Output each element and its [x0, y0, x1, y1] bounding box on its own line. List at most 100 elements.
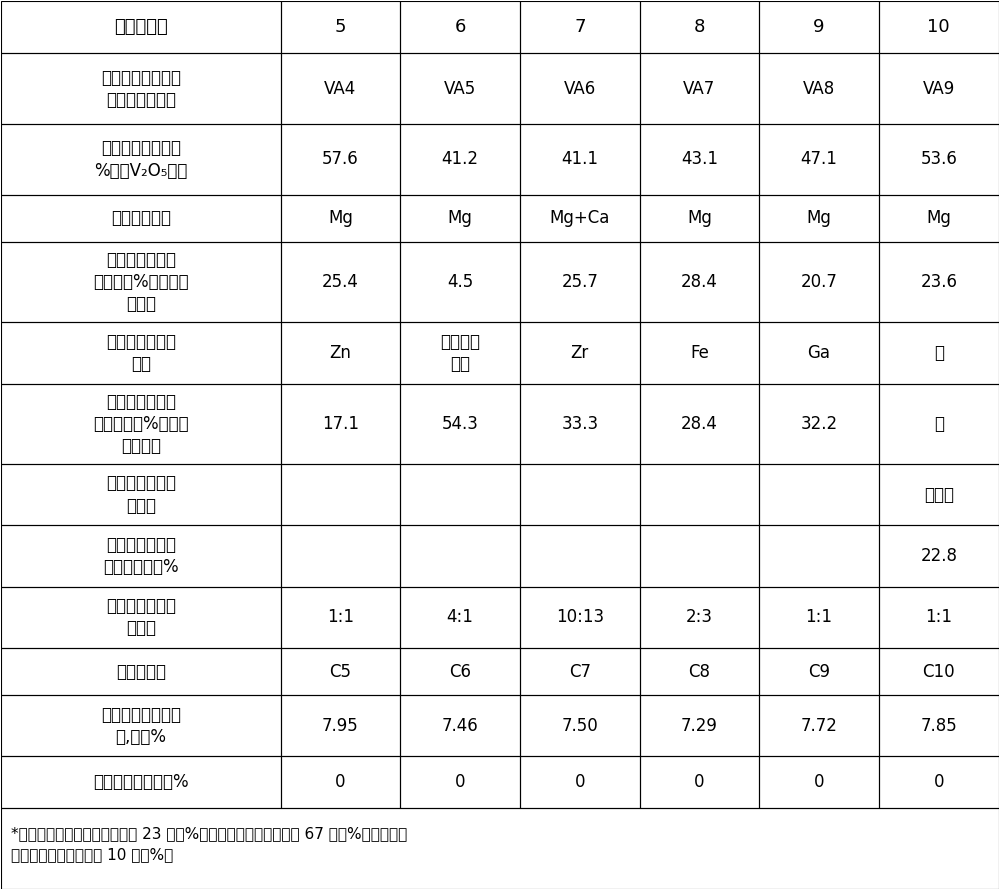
Bar	[400, 464, 520, 525]
Text: 28.4: 28.4	[681, 273, 718, 291]
Bar	[281, 587, 400, 648]
Bar	[879, 384, 999, 464]
Text: Ga: Ga	[808, 344, 831, 362]
Text: 催化剂编号: 催化剂编号	[116, 662, 166, 681]
Bar	[400, 53, 520, 124]
Text: 高岭土: 高岭土	[924, 486, 954, 504]
Text: 8: 8	[694, 19, 705, 36]
Bar	[759, 242, 879, 322]
Text: －: －	[934, 415, 944, 433]
Bar	[1, 464, 281, 525]
Bar	[759, 322, 879, 384]
Bar	[1, 195, 281, 242]
Text: Fe: Fe	[690, 344, 709, 362]
Text: VA4: VA4	[324, 80, 357, 98]
Text: 0: 0	[335, 773, 346, 791]
Bar	[520, 322, 640, 384]
Text: C5: C5	[329, 662, 351, 681]
Bar	[640, 322, 759, 384]
Text: 22.8: 22.8	[920, 546, 957, 565]
Bar	[400, 195, 520, 242]
Bar	[759, 464, 879, 525]
Text: 4.5: 4.5	[447, 273, 473, 291]
Bar	[1, 695, 281, 756]
Text: 7.72: 7.72	[801, 716, 838, 735]
Text: 43.1: 43.1	[681, 150, 718, 168]
Bar	[281, 756, 400, 808]
Bar	[879, 525, 999, 587]
Text: 7.29: 7.29	[681, 716, 718, 735]
Text: C6: C6	[449, 662, 471, 681]
Bar	[520, 464, 640, 525]
Bar	[1, 648, 281, 695]
Text: Mg: Mg	[687, 209, 712, 228]
Text: 33.3: 33.3	[561, 415, 598, 433]
Text: 钒组分含量，重量
%（以V₂O₅计）: 钒组分含量，重量 %（以V₂O₅计）	[94, 140, 188, 180]
Bar	[759, 648, 879, 695]
Text: 7.50: 7.50	[561, 716, 598, 735]
Bar	[1, 587, 281, 648]
Bar	[1, 2, 281, 53]
Text: 实施例编号: 实施例编号	[114, 19, 168, 36]
Bar	[1, 322, 281, 384]
Bar	[400, 384, 520, 464]
Text: 25.4: 25.4	[322, 273, 359, 291]
Bar	[879, 695, 999, 756]
Bar	[759, 195, 879, 242]
Bar	[640, 53, 759, 124]
Bar	[520, 53, 640, 124]
Bar	[759, 695, 879, 756]
Text: 0: 0	[575, 773, 585, 791]
Bar	[640, 124, 759, 195]
Bar	[281, 124, 400, 195]
Bar	[400, 695, 520, 756]
Bar	[1, 242, 281, 322]
Text: 0: 0	[934, 773, 944, 791]
Bar	[1, 756, 281, 808]
Bar	[400, 525, 520, 587]
Text: *其中，氧化铜占稀土氧化物的 23 重量%，氧化铈占稀土氧化物的 67 重量%，其它稀土
氧化物占稀土氧化物的 10 重量%。: *其中，氧化铜占稀土氧化物的 23 重量%，氧化铈占稀土氧化物的 67 重量%，…	[11, 827, 408, 862]
Text: 1:1: 1:1	[806, 608, 833, 627]
Bar	[640, 587, 759, 648]
Bar	[759, 384, 879, 464]
Text: 7.85: 7.85	[920, 716, 957, 735]
Bar	[281, 384, 400, 464]
Bar	[400, 587, 520, 648]
Bar	[759, 756, 879, 808]
Text: 另外的金属组分
含量，重量%（以氧
化物计）: 另外的金属组分 含量，重量%（以氧 化物计）	[93, 392, 189, 455]
Bar	[640, 384, 759, 464]
Bar	[520, 587, 640, 648]
Bar	[1, 808, 999, 888]
Text: VA5: VA5	[444, 80, 476, 98]
Text: 另外的金属组分
种类: 另外的金属组分 种类	[106, 333, 176, 373]
Text: 41.2: 41.2	[442, 150, 479, 168]
Bar	[520, 384, 640, 464]
Text: 20.7: 20.7	[801, 273, 838, 291]
Bar	[281, 2, 400, 53]
Text: 28.4: 28.4	[681, 415, 718, 433]
Bar	[879, 322, 999, 384]
Text: 53.6: 53.6	[920, 150, 957, 168]
Text: C9: C9	[808, 662, 830, 681]
Bar	[1, 525, 281, 587]
Bar	[1, 53, 281, 124]
Bar	[520, 756, 640, 808]
Bar	[759, 525, 879, 587]
Bar	[879, 648, 999, 695]
Bar	[759, 587, 879, 648]
Text: VA6: VA6	[564, 80, 596, 98]
Text: 0: 0	[455, 773, 465, 791]
Text: 含钒和碱土金属的
复合氧化物编号: 含钒和碱土金属的 复合氧化物编号	[101, 69, 181, 109]
Text: 57.6: 57.6	[322, 150, 359, 168]
Text: 1:1: 1:1	[925, 608, 952, 627]
Text: 无机氧化物基质
的种类: 无机氧化物基质 的种类	[106, 474, 176, 514]
Text: 2:3: 2:3	[686, 608, 713, 627]
Bar	[281, 322, 400, 384]
Bar	[759, 2, 879, 53]
Bar	[640, 195, 759, 242]
Bar	[640, 2, 759, 53]
Bar	[281, 242, 400, 322]
Text: Mg: Mg	[926, 209, 951, 228]
Text: Zn: Zn	[330, 344, 351, 362]
Bar	[520, 695, 640, 756]
